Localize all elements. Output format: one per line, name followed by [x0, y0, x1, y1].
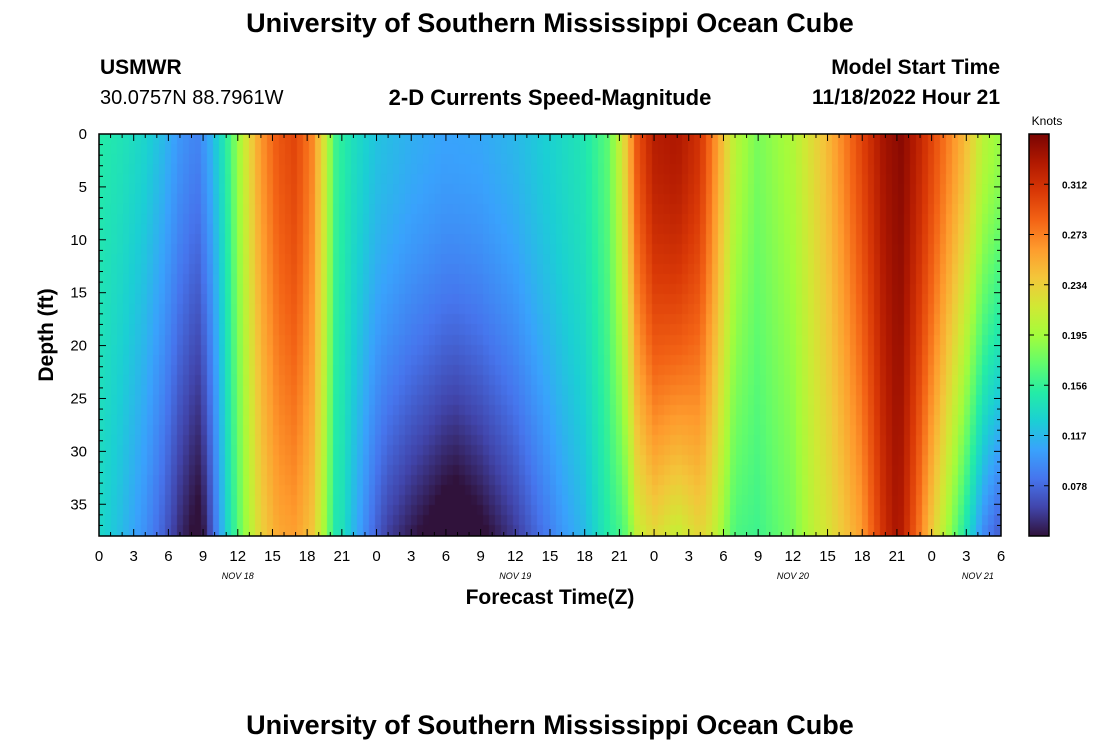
x-tick-label: 15	[542, 548, 559, 565]
y-tick-label: 25	[70, 390, 87, 407]
x-date-label: NOV 20	[777, 571, 809, 581]
x-tick-label: 9	[754, 548, 762, 565]
y-tick-label: 10	[70, 232, 87, 249]
x-tick-label: 21	[889, 548, 906, 565]
y-tick-label: 35	[70, 496, 87, 513]
x-tick-label: 21	[611, 548, 628, 565]
colorbar-tick-label: 0.156	[1062, 381, 1087, 392]
y-axis-title: Depth (ft)	[35, 288, 58, 381]
x-tick-label: 0	[95, 548, 103, 565]
x-tick-label: 0	[372, 548, 380, 565]
x-tick-label: 6	[442, 548, 450, 565]
footer-title: University of Southern Mississippi Ocean…	[246, 710, 854, 740]
y-tick-label: 30	[70, 443, 87, 460]
model-start-label: Model Start Time	[831, 56, 1000, 79]
x-tick-label: 6	[164, 548, 172, 565]
x-tick-label: 15	[264, 548, 281, 565]
y-axis: 0 5 10 15 20 25 30 35	[70, 126, 1001, 537]
x-tick-label: 12	[229, 548, 246, 565]
colorbar-tick-label: 0.234	[1062, 281, 1087, 292]
station-name: USMWR	[100, 56, 182, 79]
model-start-time: 11/18/2022 Hour 21	[812, 86, 1000, 109]
x-date-label: NOV 19	[499, 571, 531, 581]
x-tick-label: 12	[507, 548, 524, 565]
x-tick-label: 18	[299, 548, 316, 565]
x-axis-title: Forecast Time(Z)	[466, 586, 635, 609]
page-title: University of Southern Mississippi Ocean…	[246, 8, 854, 38]
y-tick-label: 15	[70, 285, 87, 302]
x-tick-label: 15	[819, 548, 836, 565]
colorbar-unit: Knots	[1032, 114, 1063, 128]
x-tick-label: 3	[685, 548, 693, 565]
y-tick-label: 20	[70, 338, 87, 355]
colorbar-tick-label: 0.312	[1062, 180, 1087, 191]
x-date-label: NOV 21	[962, 571, 994, 581]
x-tick-label: 3	[130, 548, 138, 565]
x-tick-label: 9	[476, 548, 484, 565]
x-tick-label: 0	[927, 548, 935, 565]
chart-subtitle: 2-D Currents Speed-Magnitude	[388, 85, 712, 110]
speed-heatmap	[99, 134, 1001, 536]
x-tick-label: 3	[962, 548, 970, 565]
y-tick-label: 5	[79, 179, 87, 196]
x-tick-label: 18	[576, 548, 593, 565]
x-tick-label: 12	[785, 548, 802, 565]
x-axis: 0 3 6 9 12 15 18 21 0 3 6 9 12 15 18 21 0 3 6 9 12 15 18 21 0 3 6N…	[95, 134, 1005, 581]
x-tick-label: 3	[407, 548, 415, 565]
colorbar-tick-label: 0.195	[1062, 331, 1087, 342]
y-tick-label: 0	[79, 126, 87, 143]
station-coordinates: 30.0757N 88.7961W	[100, 87, 284, 109]
x-tick-label: 0	[650, 548, 658, 565]
colorbar-tick-label: 0.273	[1062, 231, 1087, 242]
plot-frame	[98, 133, 1002, 537]
x-tick-label: 18	[854, 548, 871, 565]
colorbar-tick-label: 0.117	[1062, 432, 1087, 443]
x-tick-label: 21	[334, 548, 351, 565]
x-date-label: NOV 18	[222, 571, 254, 581]
x-tick-label: 6	[997, 548, 1005, 565]
x-tick-label: 9	[199, 548, 207, 565]
colorbar-tick-label: 0.078	[1062, 482, 1087, 493]
x-tick-label: 6	[719, 548, 727, 565]
colorbar-ticks: 0.078 0.117 0.156 0.195 0.234 0.273 0.312	[1029, 180, 1087, 493]
